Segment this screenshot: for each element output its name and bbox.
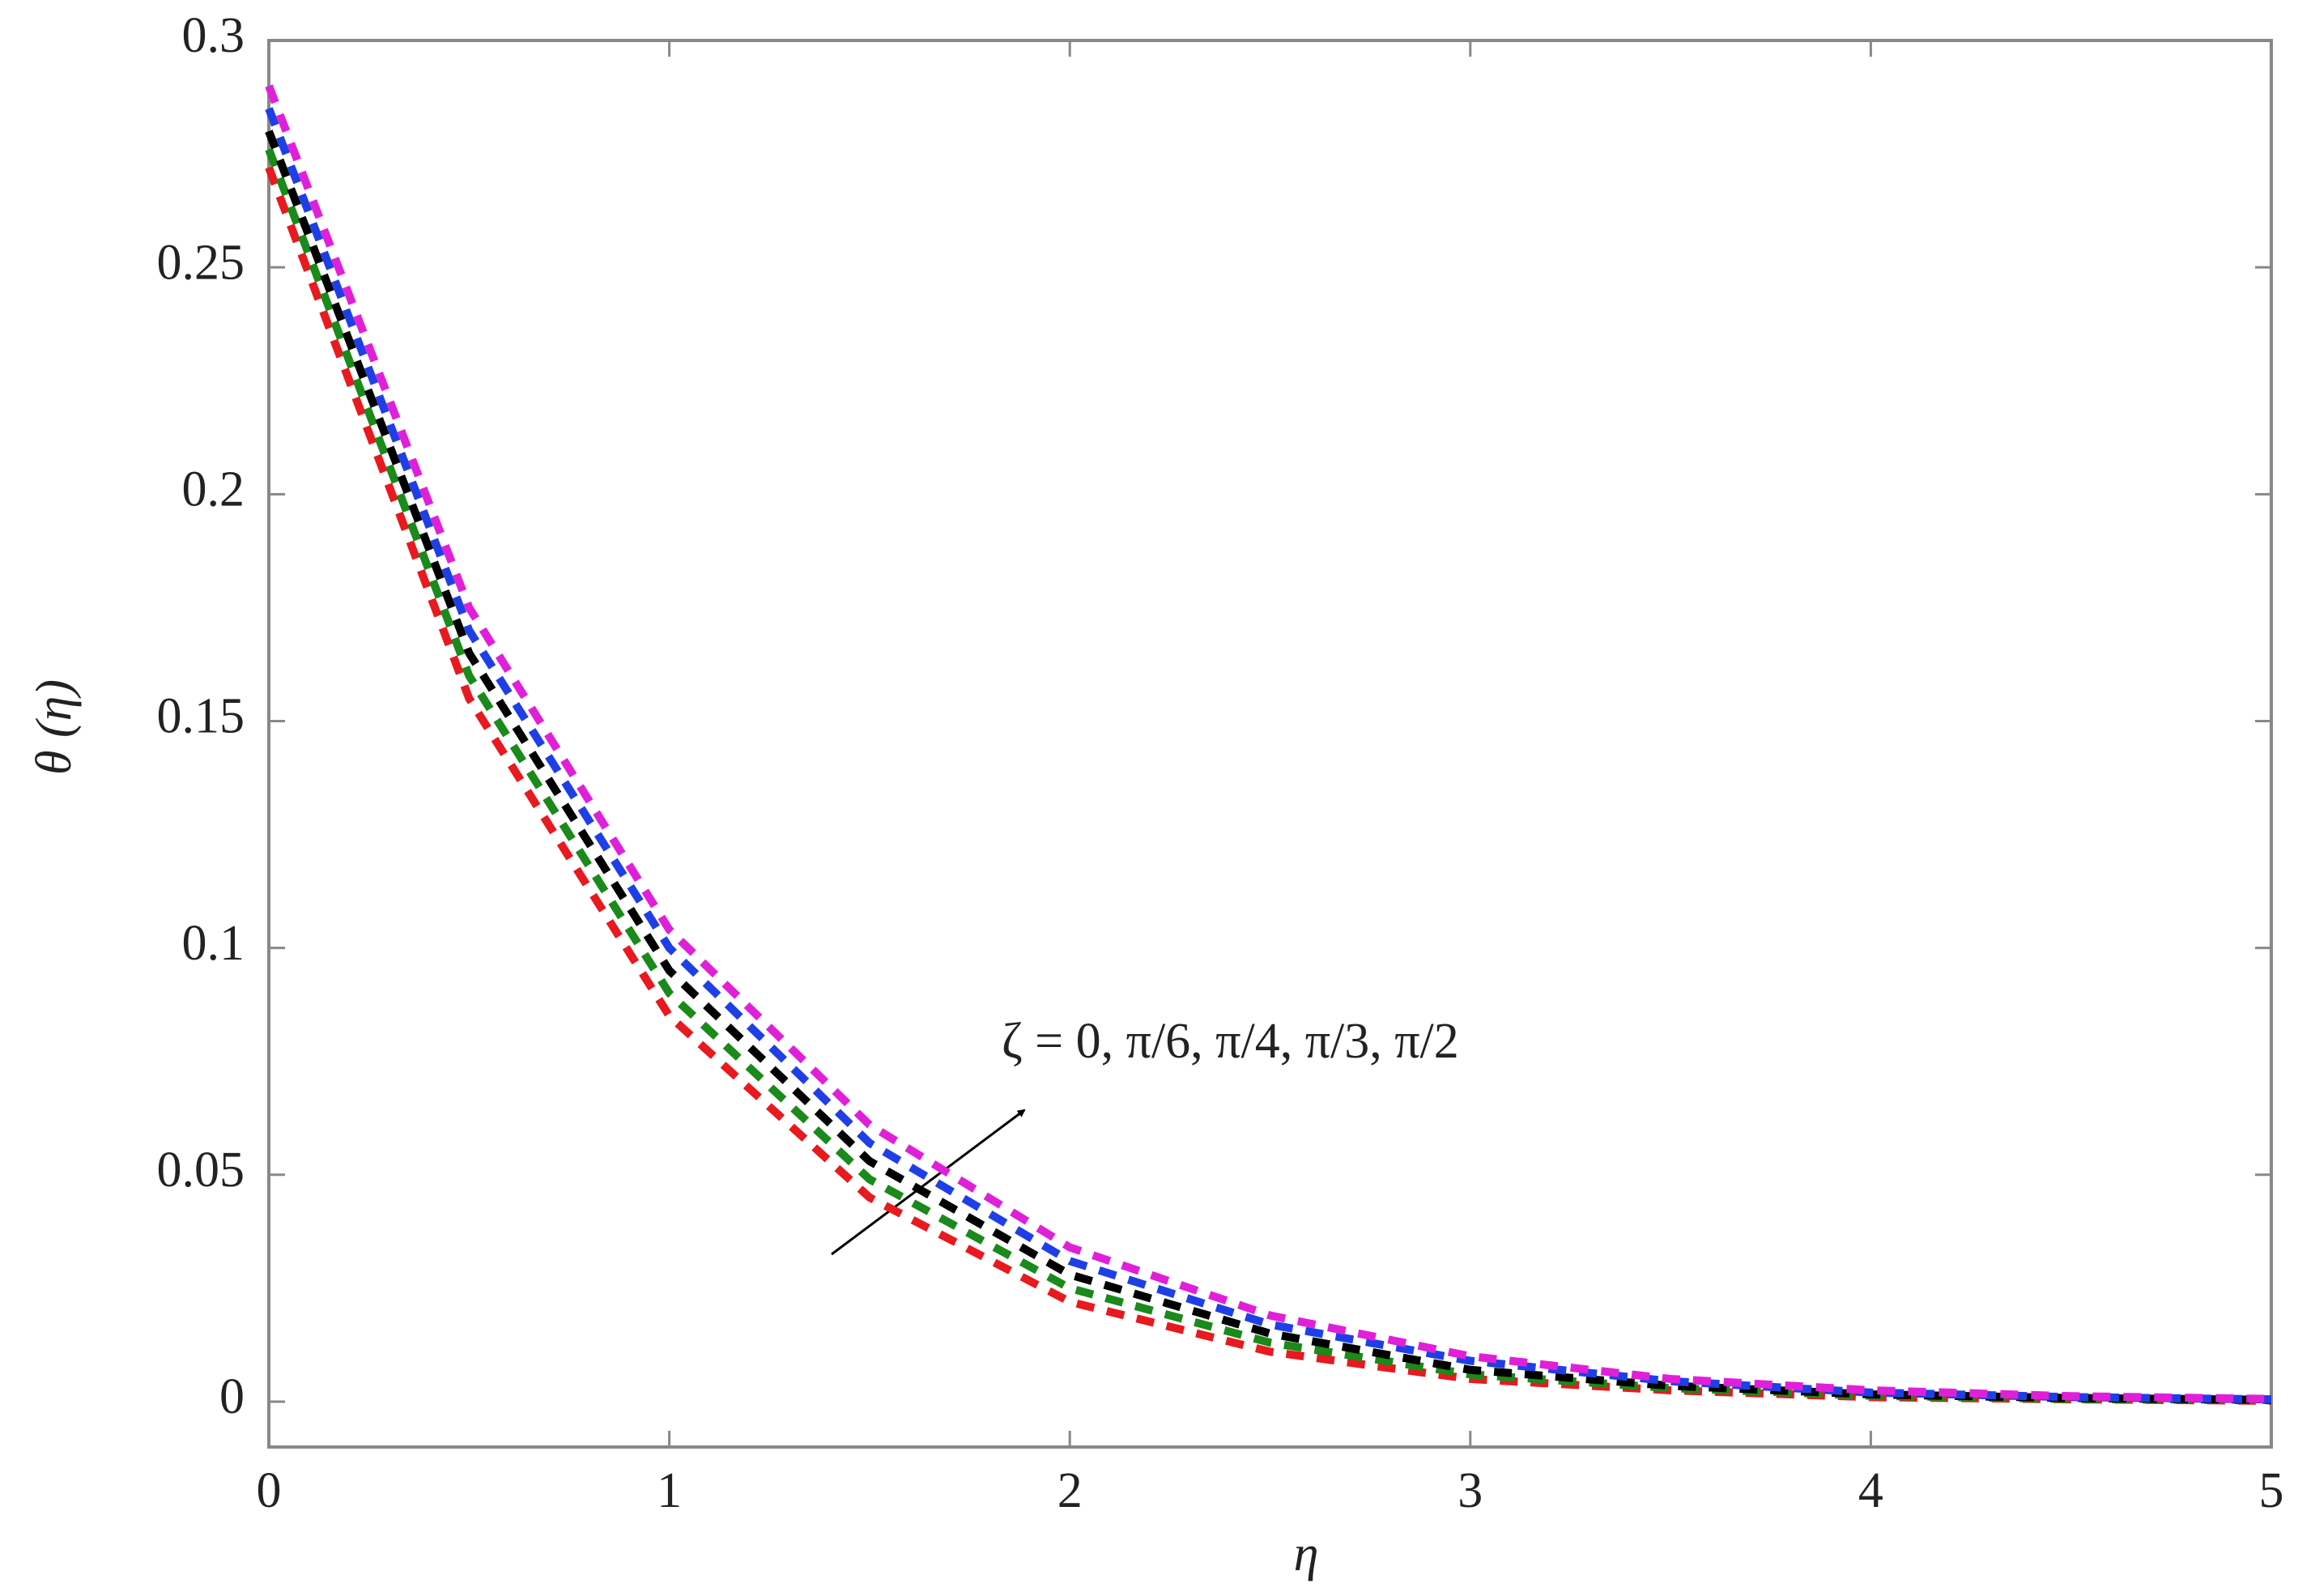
y-tick-label: 0.3: [182, 8, 245, 63]
plot-frame: [267, 39, 2273, 1449]
x-tick-label: 4: [1858, 1463, 1883, 1518]
x-tick-label: 1: [657, 1463, 682, 1518]
y-tick-label: 0.1: [182, 916, 245, 971]
series-line: [265, 107, 2272, 1404]
y-tick-label: 0.2: [182, 462, 245, 517]
x-tick-label: 0: [257, 1463, 282, 1518]
y-axis-label: θ (η): [27, 679, 82, 775]
x-tick-label: 2: [1058, 1463, 1083, 1518]
x-axis-label: η: [1294, 1526, 1319, 1581]
x-tick-label: 3: [1458, 1463, 1483, 1518]
series-line: [265, 84, 2272, 1403]
y-tick-label: 0.25: [157, 235, 245, 290]
y-tick-label: 0: [219, 1369, 245, 1424]
x-tick-label: 5: [2259, 1463, 2284, 1518]
annotation: ζ = 0, π/6, π/4, π/3, π/2: [1002, 1014, 1459, 1069]
y-tick-label: 0.05: [157, 1143, 245, 1198]
series-line: [265, 130, 2272, 1404]
y-tick-label: 0.15: [157, 689, 245, 744]
annotation-arrow: [831, 1109, 1026, 1256]
